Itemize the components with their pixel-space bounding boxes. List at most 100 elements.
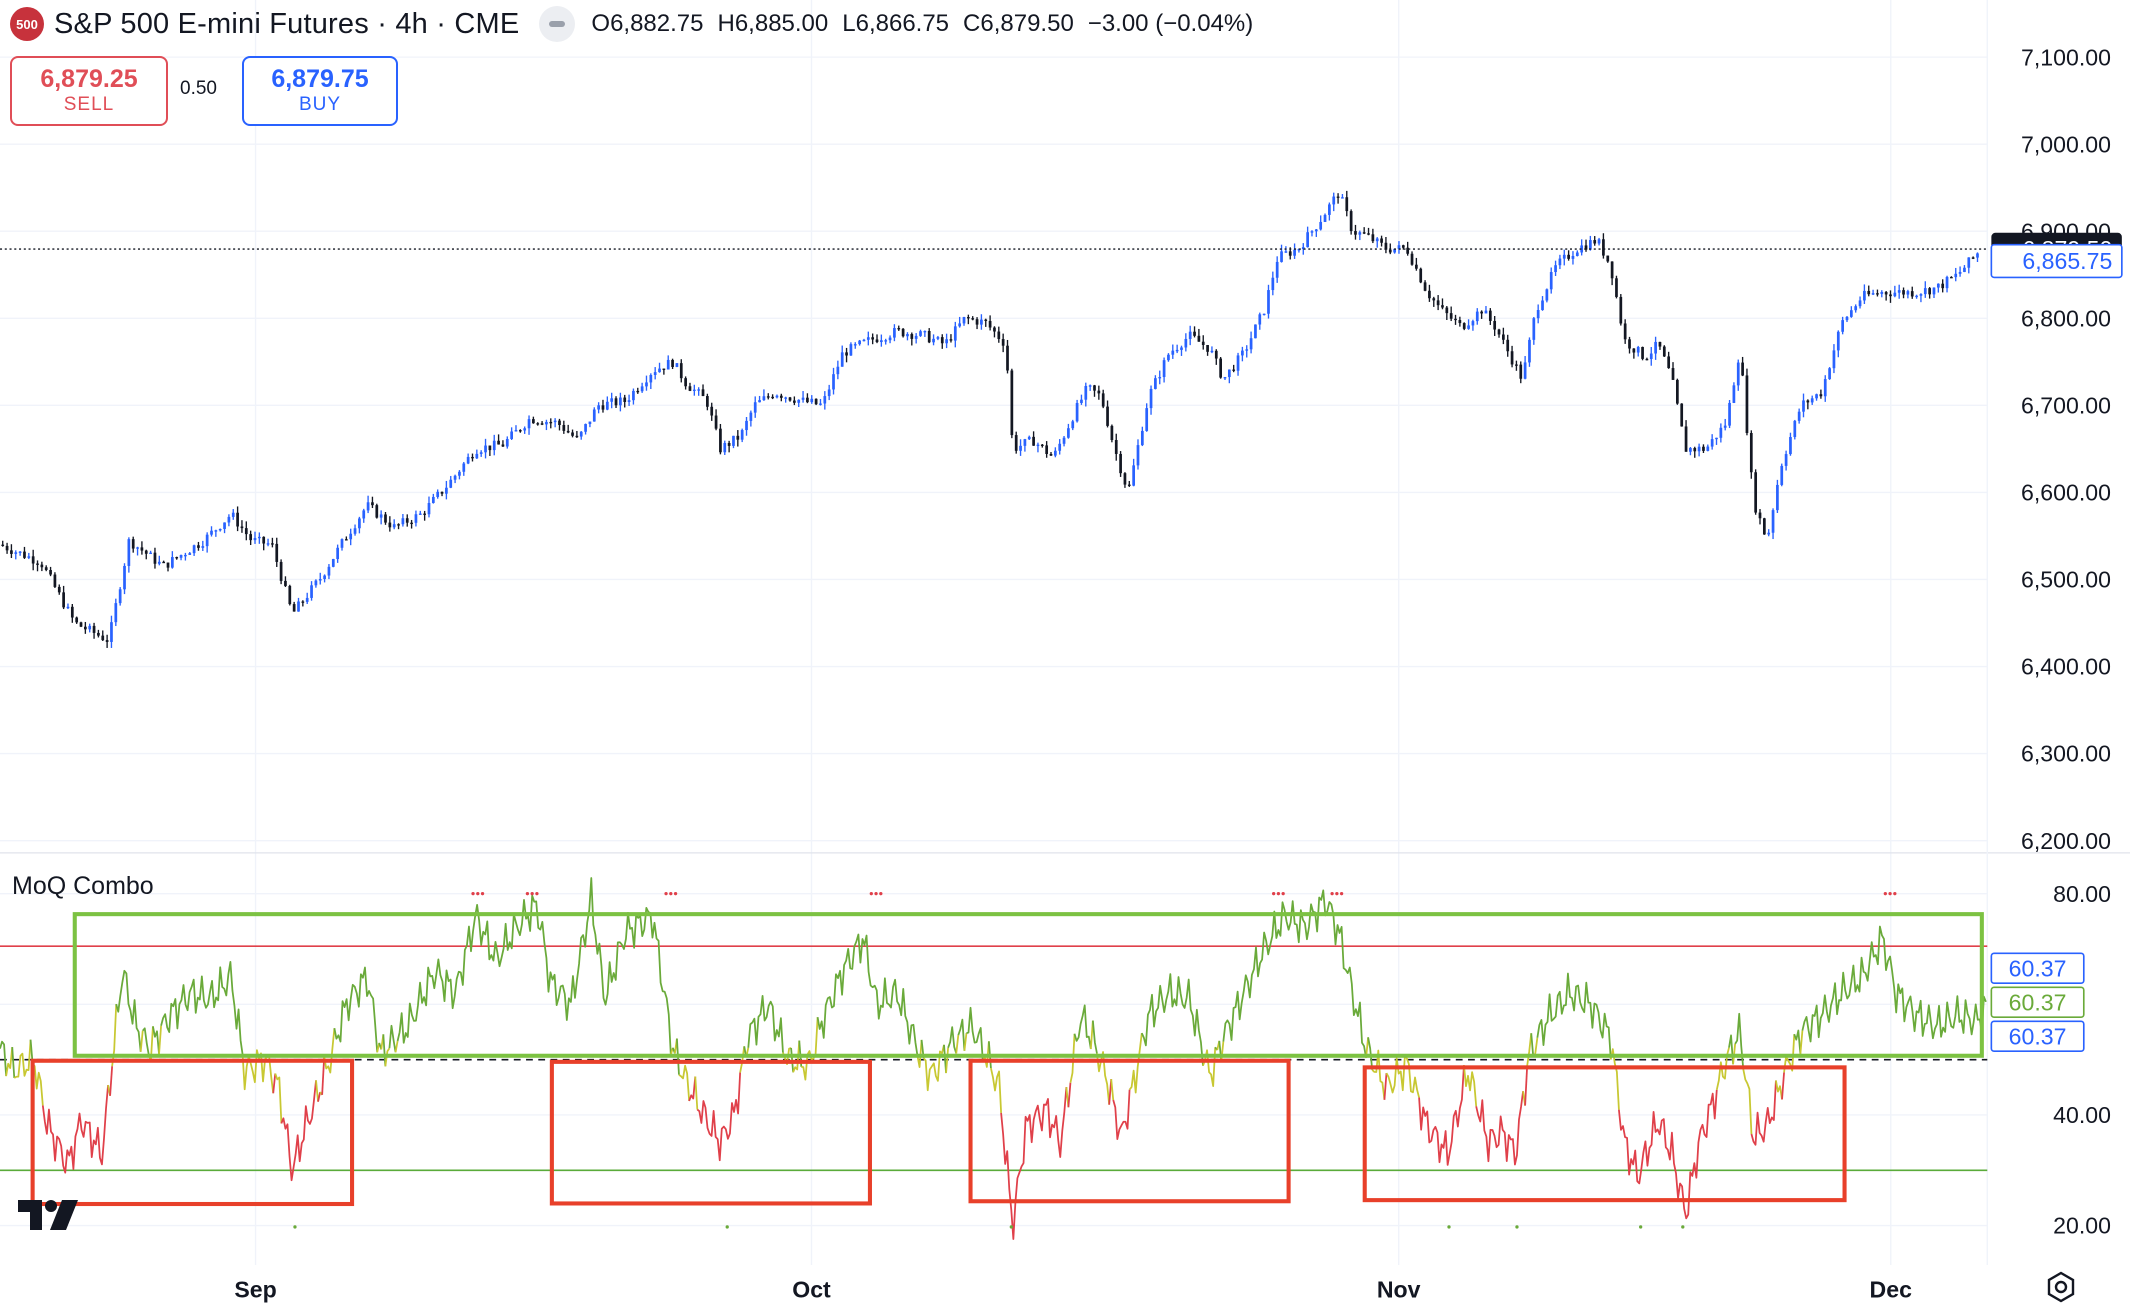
candle [1719,423,1723,443]
candle-body [110,622,113,642]
candle-body [784,397,788,399]
candle [797,399,801,407]
buy-button[interactable]: 6,879.75 BUY [242,56,398,126]
candle [945,333,948,349]
candle [1145,403,1149,432]
candle [736,430,740,447]
candle [1593,236,1597,246]
chart-title[interactable]: S&P 500 E-mini Futures · 4h · CME [54,7,520,40]
candle-body [1602,239,1605,256]
candle [984,318,988,327]
candle [53,572,57,588]
candle-body [980,319,983,325]
candle-body [1941,283,1945,289]
price-tick-label: 7,100.00 [2021,44,2111,70]
candle-body [1523,362,1527,379]
candle-body [1876,293,1879,295]
sell-button[interactable]: 6,879.25 SELL [10,56,168,126]
candle-body [114,603,118,623]
candle-body [449,479,453,488]
candle [110,615,113,648]
oscillator-line [41,1084,109,1174]
candle-body [336,547,340,560]
candle-body [1293,249,1296,256]
signal-marker [1009,1225,1013,1229]
candle [471,453,474,462]
candle-body [153,552,157,564]
candle [1493,316,1497,336]
candle-body [640,386,644,392]
candle-body [344,539,348,541]
candle [1306,226,1309,248]
oscillator-line [152,1026,160,1055]
candle [157,555,161,566]
oscillator-line [388,1024,397,1053]
candle-body [1062,437,1066,444]
candle-body [92,625,96,633]
collapse-toggle-icon[interactable] [539,6,576,42]
candle-body [1963,267,1966,272]
candle [1371,228,1375,244]
candle [619,392,622,412]
candle [1771,508,1775,540]
candle [505,436,509,449]
candle [1480,310,1483,319]
candle-body [1445,307,1449,314]
candle-body [1236,355,1240,371]
candle [1171,344,1175,359]
candle [62,585,65,610]
candle-body [545,421,548,425]
candle-body [1697,446,1701,452]
candle-body [36,563,39,565]
candle [1027,435,1031,441]
candle [558,418,561,431]
candle-body [1019,445,1022,451]
price-pane[interactable] [0,190,1988,648]
candle [906,332,909,341]
candle-body [1567,254,1570,259]
oscillator-pane[interactable] [0,877,1988,1240]
candle [1745,368,1749,436]
candle [988,315,992,331]
candle-body [1462,323,1466,329]
candle [605,396,609,411]
candle [253,531,257,544]
candle [36,560,39,572]
candle-body [584,424,587,432]
candle [1106,400,1109,428]
candle-body [1158,377,1162,379]
candle-body [1319,221,1323,230]
settings-gear-icon[interactable] [2044,1270,2078,1304]
candle [462,461,466,476]
candle [1058,439,1062,455]
candle [610,392,614,409]
candle [501,440,505,447]
candle [518,429,522,433]
candle-body [1471,321,1475,326]
candle [1023,438,1027,452]
candle [1423,280,1427,292]
candle [101,630,105,642]
tradingview-logo-icon[interactable] [18,1198,80,1232]
candle [584,423,587,435]
symbol-logo-icon[interactable]: 500 [10,7,44,41]
candle-body [340,539,344,548]
candle [1049,452,1053,456]
candle [379,510,383,525]
indicator-title[interactable]: MoQ Combo [12,872,154,900]
candle [1645,357,1649,361]
candle-body [227,516,231,523]
candle [1519,361,1523,384]
candle-body [927,331,931,343]
candle [875,334,879,344]
oscillator-line [1222,889,1367,1059]
candle [1858,296,1862,309]
candle-body [588,421,592,425]
oscillator-line [1742,1068,1753,1135]
candle-body [958,323,962,327]
candle-body [1180,347,1183,350]
candle [549,418,553,429]
candle-body [1328,204,1331,215]
candle-body [431,496,435,503]
